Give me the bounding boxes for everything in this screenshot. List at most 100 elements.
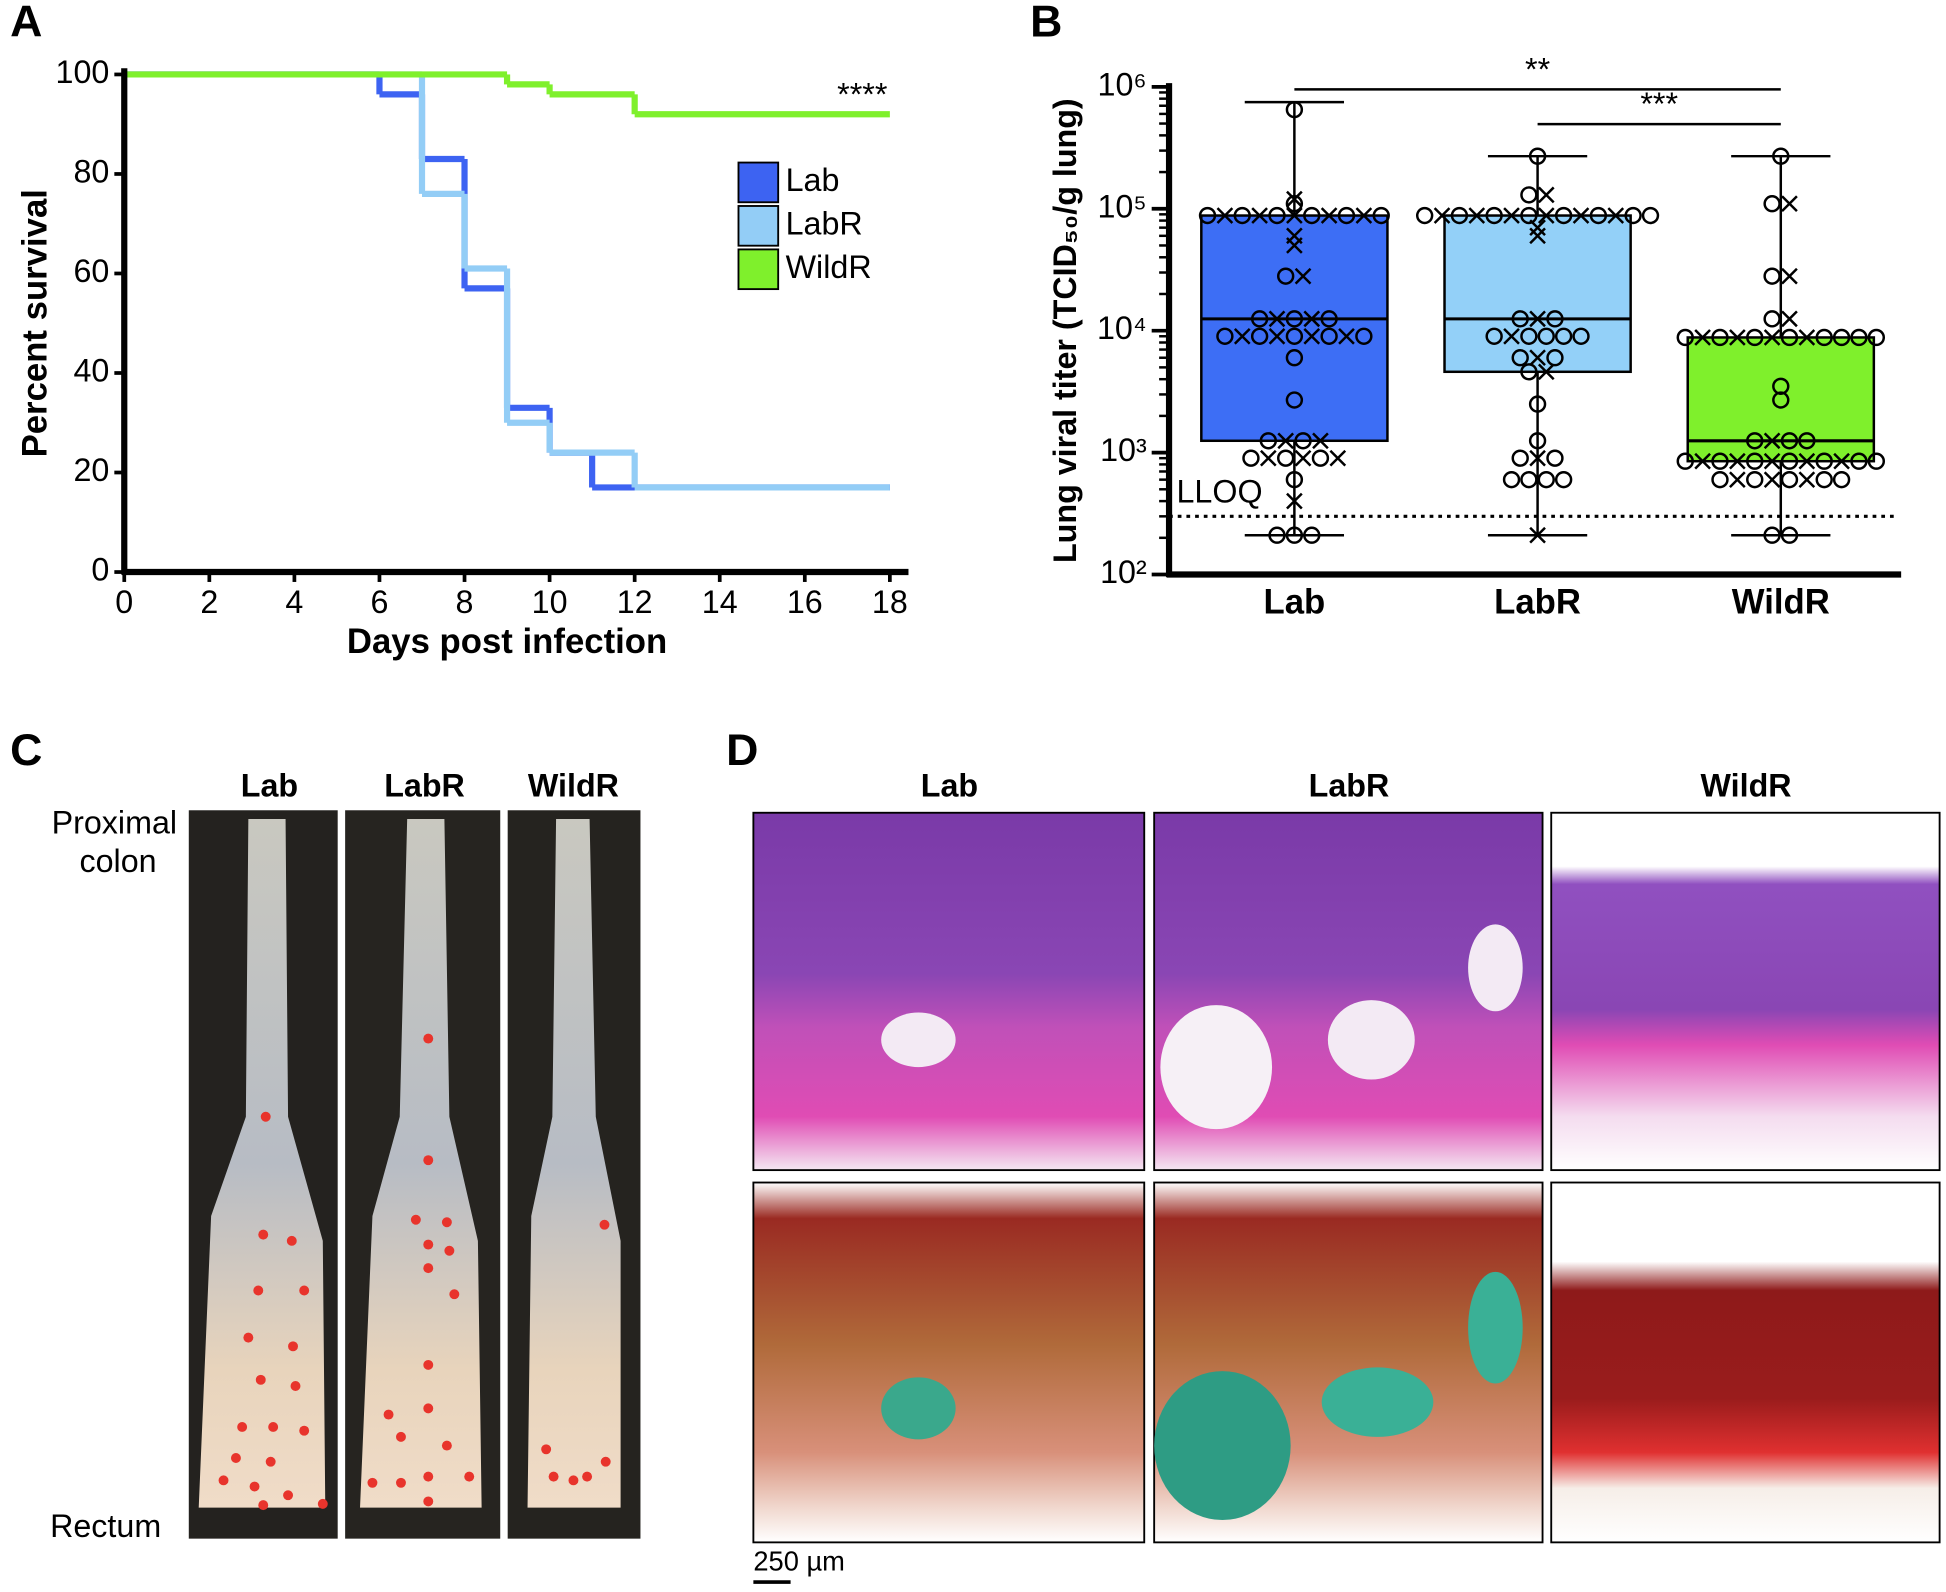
y-axis-title: Lung viral titer (TCID₅₀/g lung) [1047, 98, 1083, 563]
legend-label: LabR [786, 205, 863, 241]
point-circle [1815, 452, 1833, 470]
point-cross [1572, 207, 1590, 224]
point-cross [1286, 190, 1303, 208]
point-cross [1320, 207, 1338, 224]
point-cross [1729, 329, 1746, 346]
mucin [1154, 1371, 1291, 1521]
point-cross [1537, 186, 1555, 204]
point-cross [1729, 452, 1746, 470]
side-label: Proximal [52, 805, 177, 841]
point-circle [1520, 186, 1538, 204]
point-circle [1511, 349, 1529, 367]
point-cross [1763, 329, 1781, 346]
point-circle [1546, 349, 1564, 367]
panel-label: A [10, 0, 42, 47]
point-circle [1763, 195, 1781, 213]
point-circle [1815, 328, 1833, 347]
point-cross [1529, 227, 1546, 245]
point-cross [1607, 207, 1625, 224]
significance-label: ** [1525, 51, 1551, 87]
point-circle [1242, 449, 1260, 467]
point-cross [1468, 207, 1486, 224]
y-tick-label: 10⁶ [1098, 66, 1147, 102]
x-tick-label: 10 [532, 584, 568, 620]
mucin [881, 1377, 956, 1440]
point-circle [1763, 526, 1781, 544]
point-cross [1259, 449, 1277, 467]
point-cross [1433, 207, 1451, 224]
x-tick-label: 6 [370, 584, 388, 620]
point-circle [1624, 206, 1642, 225]
point-cross [1763, 432, 1781, 450]
point-circle [1832, 470, 1851, 489]
legend-swatch [737, 248, 780, 291]
x-tick-label: LabR [1494, 583, 1581, 621]
point-circle [1746, 432, 1764, 450]
point-circle [1415, 206, 1434, 225]
point-circle [1763, 310, 1781, 328]
panel-label: B [1030, 0, 1062, 47]
x-axis-title: Days post infection [347, 623, 667, 661]
point-circle [1780, 470, 1799, 489]
point-circle [1676, 452, 1694, 470]
point-circle [1780, 526, 1799, 544]
point-circle [1320, 310, 1338, 328]
point-cross [1537, 207, 1555, 224]
y-tick-label: 40 [73, 353, 109, 389]
point-cross [1833, 452, 1850, 470]
column-header: WildR [528, 767, 619, 803]
point-circle [1780, 452, 1799, 470]
point-cross [1529, 526, 1546, 544]
y-tick-label: 80 [73, 153, 109, 189]
mucin [1468, 1271, 1523, 1384]
point-circle [1485, 206, 1503, 225]
point-circle [1337, 206, 1356, 225]
lloq-label: LLOQ [1176, 474, 1262, 510]
scale-bar-label: 250 µm [753, 1546, 845, 1577]
point-circle [1850, 452, 1868, 470]
column-header: LabR [1309, 767, 1390, 803]
point-circle [1233, 206, 1251, 225]
point-circle [1285, 195, 1304, 213]
point-circle [1520, 363, 1538, 381]
point-circle [1502, 470, 1521, 489]
y-tick-label: 60 [73, 253, 109, 289]
mucin [1321, 1367, 1434, 1437]
y-tick-label: 10⁵ [1097, 188, 1146, 224]
tumor-dots [218, 1033, 611, 1511]
point-circle [1746, 452, 1764, 470]
point-circle [1250, 327, 1269, 345]
colon [527, 818, 621, 1508]
trichrome-image [1550, 1181, 1941, 1544]
point-circle [1485, 327, 1503, 345]
point-circle [1285, 391, 1304, 409]
colon-photos [188, 810, 641, 1539]
point-circle [1780, 328, 1799, 347]
x-tick-label: 14 [702, 584, 738, 620]
point-circle [1546, 449, 1564, 467]
side-label: Rectum [50, 1508, 161, 1544]
point-cross [1268, 327, 1286, 345]
panel-label: C [10, 726, 42, 775]
legend-swatch [737, 205, 780, 247]
legend-label: Lab [786, 162, 840, 198]
point-circle [1528, 395, 1547, 413]
point-cross [1251, 207, 1268, 224]
point-circle [1641, 206, 1660, 225]
point-cross [1216, 207, 1234, 224]
y-tick-label: 10⁴ [1097, 310, 1147, 346]
point-circle [1285, 470, 1304, 489]
point-circle [1285, 349, 1304, 367]
point-cross [1338, 327, 1355, 345]
x-tick-label: WildR [1732, 583, 1830, 621]
point-circle [1528, 147, 1547, 165]
point-circle [1537, 327, 1555, 345]
point-circle [1763, 267, 1781, 285]
point-circle [1832, 328, 1851, 347]
point-cross [1763, 471, 1781, 488]
point-circle [1216, 327, 1234, 345]
point-cross [1798, 452, 1816, 470]
point-circle [1711, 470, 1729, 489]
x-tick-label: 4 [285, 584, 303, 620]
